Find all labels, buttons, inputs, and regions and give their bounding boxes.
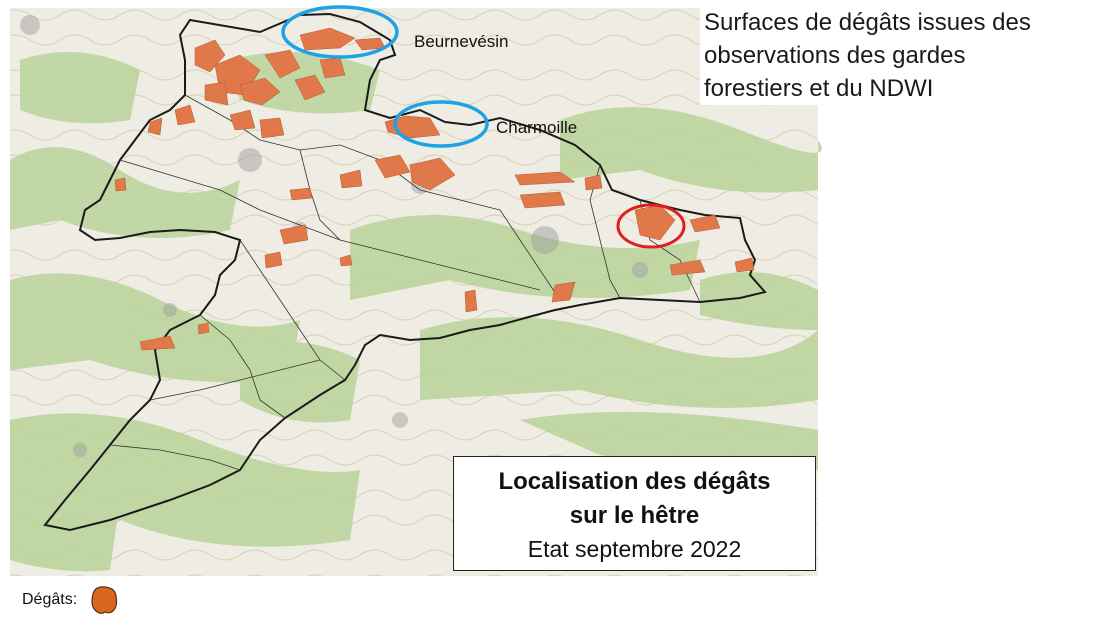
damage-areas [114, 27, 755, 351]
title-line-2: sur le hêtre [569, 502, 700, 529]
highlight-damage-zone [616, 203, 686, 249]
map-legend: Dégâts: [22, 584, 121, 616]
highlight-beurnevesin [281, 5, 399, 59]
highlight-charmoille [393, 100, 489, 148]
heading-line-3: forestiers et du NDWI [704, 75, 934, 102]
title-line-1: Localisation des dégâts [498, 468, 771, 495]
heading-line-1: Surfaces de dégâts issues des [704, 9, 1031, 36]
legend-label: Dégâts: [22, 591, 78, 608]
map-heading: Surfaces de dégâts issues des observatio… [700, 6, 1098, 105]
place-label-charmoille: Charmoille [496, 118, 578, 137]
damage-swatch-icon [91, 586, 118, 614]
map-title-box: Localisation des dégâts sur le hêtre Eta… [453, 456, 816, 571]
heading-line-2: observations des gardes [704, 42, 966, 69]
title-line-3: Etat septembre 2022 [527, 536, 742, 562]
place-label-beurnevesin: Beurnevésin [414, 32, 509, 51]
